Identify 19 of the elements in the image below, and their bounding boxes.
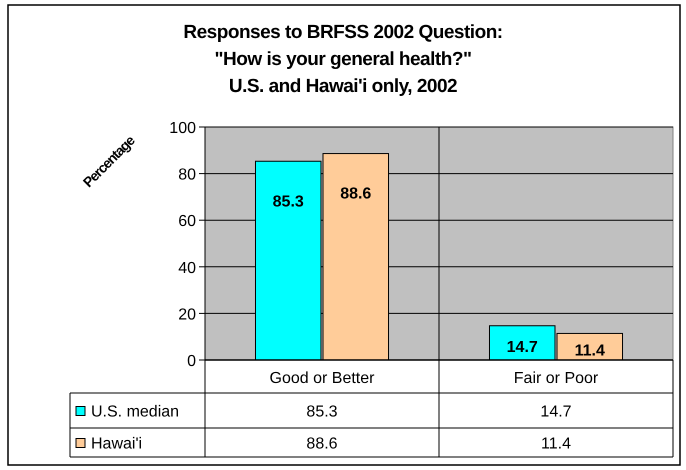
annotation: 14.7 — [506, 338, 538, 356]
chart-title: Responses to BRFSS 2002 Question: "How is your general health?" U.S. and Hawai'i only, 2002 — [183, 22, 503, 97]
y-tick-label: 0 — [187, 353, 196, 370]
data-label: 14.7 — [540, 404, 572, 420]
y-tick-label: 40 — [178, 260, 196, 277]
x-tick-label: Fair or Poor — [514, 370, 599, 387]
annotation: 11.4 — [574, 342, 605, 360]
data-label: 88.6 — [306, 436, 338, 452]
y-tick-label: 20 — [178, 306, 196, 324]
legend-label: Hawai'i — [91, 436, 142, 452]
x-tick-label: Good or Better — [270, 370, 376, 387]
y-tick-label: 60 — [178, 213, 196, 230]
data-label: 85.3 — [306, 404, 338, 420]
legend-label: U.S. median — [91, 404, 180, 420]
y-tick-label: 80 — [178, 166, 196, 184]
annotation: 85.3 — [272, 193, 304, 210]
annotation: 88.6 — [340, 186, 372, 203]
data-label: 11.4 — [541, 436, 572, 452]
y-tick-label: 100 — [169, 120, 196, 137]
